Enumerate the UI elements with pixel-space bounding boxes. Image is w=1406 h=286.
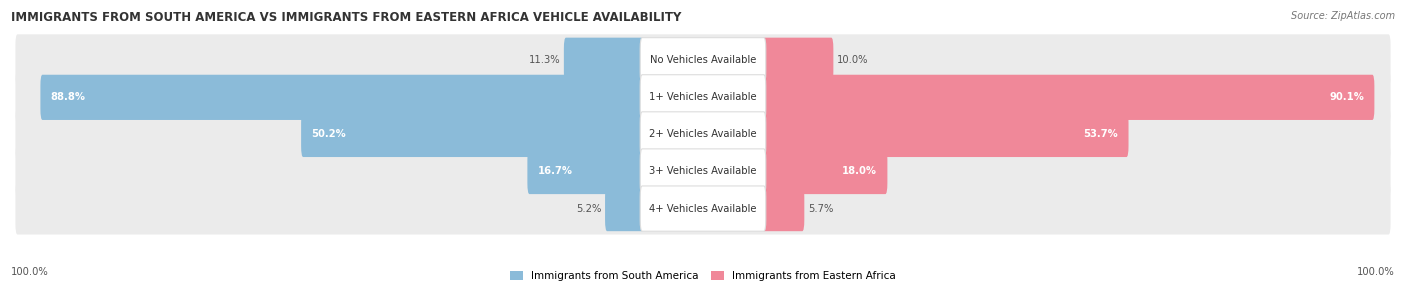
FancyBboxPatch shape [41, 75, 644, 120]
Text: 10.0%: 10.0% [837, 55, 869, 65]
Text: 1+ Vehicles Available: 1+ Vehicles Available [650, 92, 756, 102]
Text: 50.2%: 50.2% [311, 130, 346, 139]
FancyBboxPatch shape [640, 75, 766, 120]
Text: IMMIGRANTS FROM SOUTH AMERICA VS IMMIGRANTS FROM EASTERN AFRICA VEHICLE AVAILABI: IMMIGRANTS FROM SOUTH AMERICA VS IMMIGRA… [11, 11, 682, 24]
FancyBboxPatch shape [640, 149, 766, 194]
Text: 11.3%: 11.3% [529, 55, 561, 65]
Text: 3+ Vehicles Available: 3+ Vehicles Available [650, 166, 756, 176]
Text: 5.2%: 5.2% [576, 204, 602, 214]
Text: 2+ Vehicles Available: 2+ Vehicles Available [650, 130, 756, 139]
FancyBboxPatch shape [527, 149, 644, 194]
Text: 88.8%: 88.8% [51, 92, 86, 102]
Text: 16.7%: 16.7% [537, 166, 572, 176]
FancyBboxPatch shape [640, 38, 766, 83]
FancyBboxPatch shape [15, 108, 1391, 160]
FancyBboxPatch shape [762, 186, 804, 231]
FancyBboxPatch shape [605, 186, 644, 231]
Text: 5.7%: 5.7% [807, 204, 834, 214]
FancyBboxPatch shape [640, 112, 766, 157]
Text: 4+ Vehicles Available: 4+ Vehicles Available [650, 204, 756, 214]
FancyBboxPatch shape [15, 34, 1391, 86]
Text: 100.0%: 100.0% [11, 267, 49, 277]
Text: 18.0%: 18.0% [842, 166, 877, 176]
FancyBboxPatch shape [15, 183, 1391, 235]
FancyBboxPatch shape [301, 112, 644, 157]
FancyBboxPatch shape [762, 112, 1129, 157]
Text: 90.1%: 90.1% [1329, 92, 1364, 102]
FancyBboxPatch shape [15, 72, 1391, 123]
FancyBboxPatch shape [564, 38, 644, 83]
Text: Source: ZipAtlas.com: Source: ZipAtlas.com [1291, 11, 1395, 21]
Text: 100.0%: 100.0% [1357, 267, 1395, 277]
FancyBboxPatch shape [762, 149, 887, 194]
Legend: Immigrants from South America, Immigrants from Eastern Africa: Immigrants from South America, Immigrant… [510, 271, 896, 281]
FancyBboxPatch shape [15, 146, 1391, 197]
Text: 53.7%: 53.7% [1084, 130, 1118, 139]
FancyBboxPatch shape [640, 186, 766, 231]
FancyBboxPatch shape [762, 75, 1375, 120]
FancyBboxPatch shape [762, 38, 834, 83]
Text: No Vehicles Available: No Vehicles Available [650, 55, 756, 65]
